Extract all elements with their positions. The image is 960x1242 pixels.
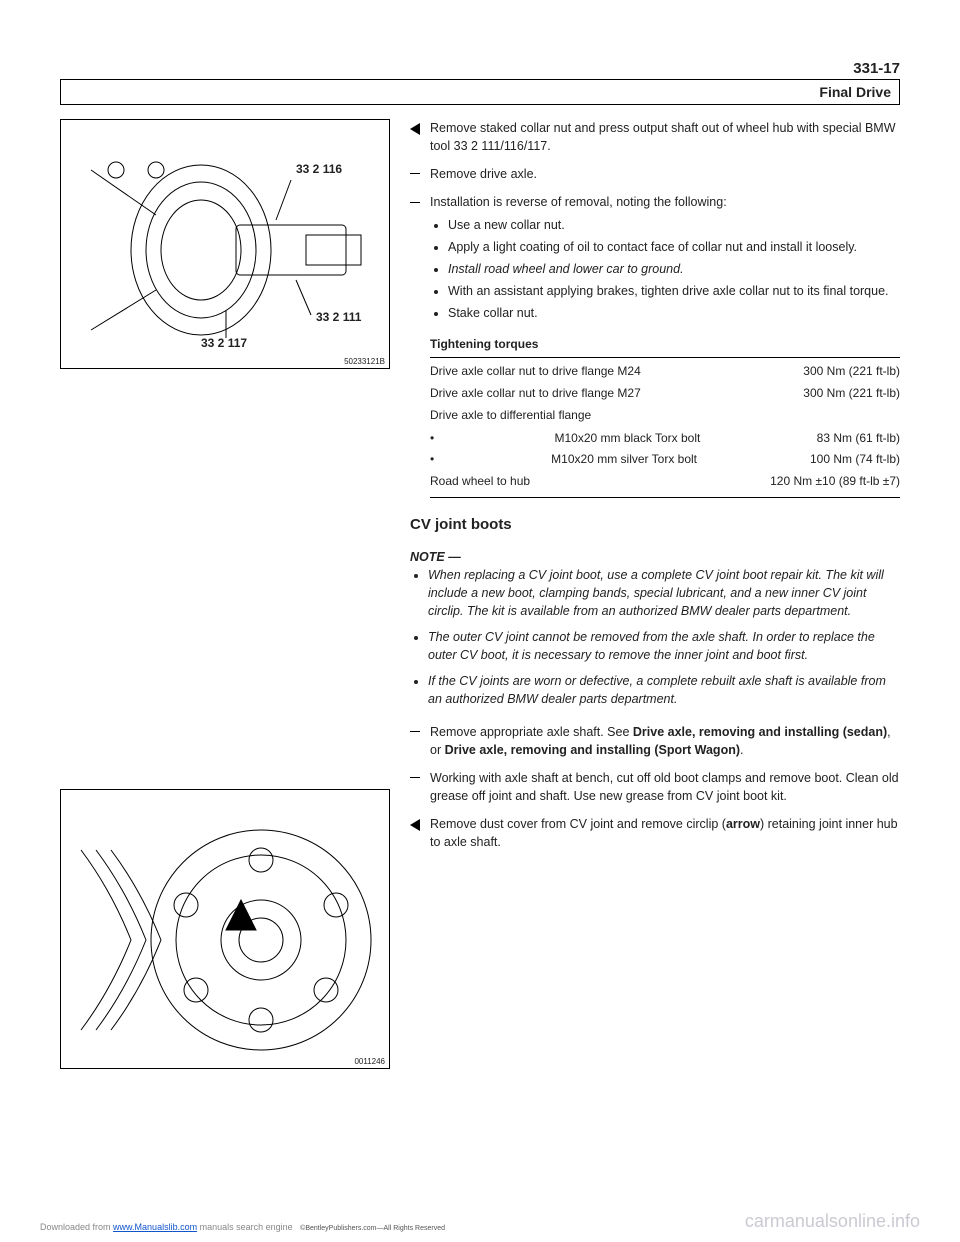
torque-row: M10x20 mm black Torx bolt83 Nm (61 ft-lb… <box>444 430 900 447</box>
dash-icon <box>410 731 420 732</box>
dash-icon <box>410 202 420 203</box>
note-item: The outer CV joint cannot be removed fro… <box>428 628 900 664</box>
bullet-item: Install road wheel and lower car to grou… <box>448 260 900 278</box>
section-heading: CV joint boots <box>410 514 900 536</box>
left-column: 33 2 116 33 2 111 33 2 117 50233121B <box>60 119 390 1079</box>
note-item: If the CV joints are worn or defective, … <box>428 672 900 708</box>
arrow-icon <box>410 819 420 831</box>
torque-row: Drive axle collar nut to drive flange M2… <box>430 385 900 402</box>
tightening-torques: Tightening torques Drive axle collar nut… <box>430 336 900 498</box>
step3-text: Installation is reverse of removal, noti… <box>430 195 727 209</box>
manualslib-link[interactable]: www.Manualslib.com <box>113 1222 197 1232</box>
torque-row: Drive axle collar nut to drive flange M2… <box>430 363 900 380</box>
bullet-item: Apply a light coating of oil to contact … <box>448 238 900 256</box>
torque-row: Drive axle to differential flange <box>430 407 900 424</box>
bullet-item: Stake collar nut. <box>448 304 900 322</box>
page-footer: Downloaded from www.Manualslib.com manua… <box>0 1211 960 1232</box>
figure-axle-tools: 33 2 116 33 2 111 33 2 117 50233121B <box>60 119 390 369</box>
step-remove-collar: Remove staked collar nut and press outpu… <box>410 119 900 155</box>
note-item: When replacing a CV joint boot, use a co… <box>428 566 900 620</box>
fig1-label-c: 33 2 117 <box>201 336 247 350</box>
footer-left: Downloaded from www.Manualslib.com manua… <box>40 1222 445 1232</box>
page-number: 331-17 <box>60 60 900 77</box>
footer-copyright: ©BentleyPublishers.com—All Rights Reserv… <box>300 1225 445 1232</box>
title-bar: Final Drive <box>60 79 900 105</box>
bullet-item: With an assistant applying brakes, tight… <box>448 282 900 300</box>
step-remove-dust-cover: Remove dust cover from CV joint and remo… <box>410 815 900 851</box>
axle-tool-diagram <box>61 120 391 370</box>
fig1-label-a: 33 2 116 <box>296 162 342 176</box>
torque-title: Tightening torques <box>430 336 900 357</box>
install-bullets: Use a new collar nut. Apply a light coat… <box>430 216 900 323</box>
fig1-caption-id: 50233121B <box>344 357 385 366</box>
step-bench-work: Working with axle shaft at bench, cut of… <box>410 769 900 805</box>
dash-icon <box>410 777 420 778</box>
arrow-icon <box>410 123 420 135</box>
notes-list: When replacing a CV joint boot, use a co… <box>410 566 900 709</box>
fig2-caption-id: 0011246 <box>354 1057 385 1066</box>
torque-row: Road wheel to hub120 Nm ±10 (89 ft-lb ±7… <box>430 473 900 490</box>
bullet-item: Use a new collar nut. <box>448 216 900 234</box>
cv-joint-diagram <box>61 790 391 1070</box>
step-installation: Installation is reverse of removal, noti… <box>410 193 900 326</box>
step-remove-axle: Remove drive axle. <box>410 165 900 183</box>
dash-icon <box>410 173 420 174</box>
right-column: Remove staked collar nut and press outpu… <box>410 119 900 1079</box>
fig1-label-b: 33 2 111 <box>316 310 361 324</box>
torque-row: M10x20 mm silver Torx bolt100 Nm (74 ft-… <box>444 451 900 468</box>
figure-cv-joint: 0011246 <box>60 789 390 1069</box>
note-heading: NOTE — <box>410 548 900 566</box>
watermark: carmanualsonline.info <box>745 1211 920 1232</box>
step-remove-axle-shaft: Remove appropriate axle shaft. See Drive… <box>410 723 900 759</box>
